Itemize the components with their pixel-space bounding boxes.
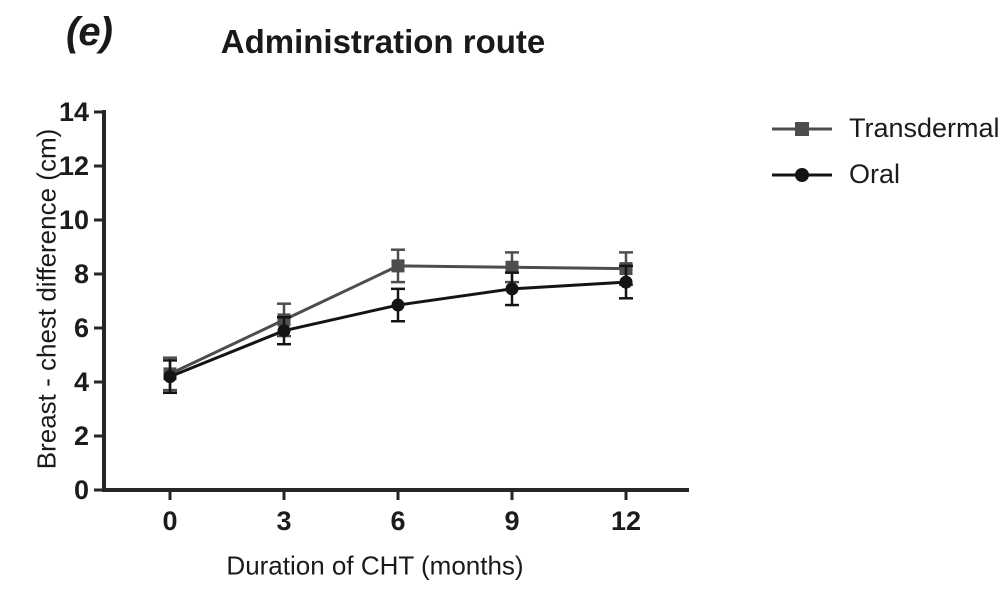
y-tick-label: 10: [59, 205, 89, 235]
legend-label: Oral: [849, 159, 901, 189]
oral-circle-marker: [619, 275, 633, 289]
oral-circle-marker: [163, 370, 177, 384]
oral-circle-marker: [391, 298, 405, 312]
y-tick-label: 12: [59, 151, 89, 181]
legend-item-oral: Oral: [770, 156, 1000, 193]
panel-label: (e): [66, 10, 113, 54]
oral-circle-marker: [505, 282, 519, 296]
circle-marker-icon: [772, 167, 832, 182]
x-axis-title: Duration of CHT (months): [226, 550, 524, 581]
y-tick-label: 8: [74, 259, 89, 289]
square-marker-icon: [772, 121, 832, 136]
x-tick-label: 12: [611, 506, 641, 536]
y-axis-title: Breast - chest difference (cm): [31, 128, 62, 470]
legend-item-transdermal: Transdermal: [770, 110, 1000, 147]
y-tick-label: 4: [74, 367, 89, 397]
legend-label: Transdermal: [849, 113, 1000, 143]
y-tick-label: 14: [59, 97, 89, 127]
transdermal-square-marker: [505, 260, 519, 274]
x-tick-label: 0: [162, 506, 177, 536]
y-tick-label: 6: [74, 313, 89, 343]
legend: Transdermal Oral: [770, 110, 1000, 193]
y-tick-label: 2: [74, 421, 89, 451]
transdermal-square-marker: [391, 259, 405, 273]
y-tick-label: 0: [74, 475, 89, 505]
x-tick-label: 6: [390, 506, 405, 536]
chart-title: Administration route: [220, 23, 546, 60]
x-tick-label: 3: [276, 506, 291, 536]
oral-circle-marker: [277, 324, 291, 338]
x-tick-label: 9: [504, 506, 519, 536]
